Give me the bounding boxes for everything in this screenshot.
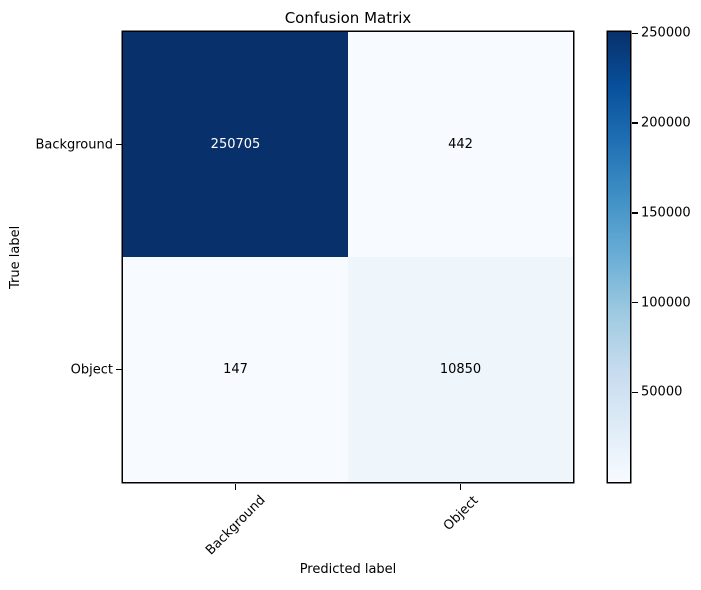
colorbar-tick	[631, 32, 638, 35]
colorbar-tick-label: 150000	[641, 205, 691, 221]
colorbar-tick-label: 50000	[641, 384, 683, 400]
colorbar-tick	[631, 301, 638, 304]
colorbar	[608, 32, 630, 482]
heatmap-cell: 442	[348, 32, 573, 257]
cell-value-label: 250705	[210, 137, 261, 152]
heatmap-axes: 250705 442 147 10850	[123, 32, 573, 482]
colorbar-tick-label: 200000	[641, 115, 691, 131]
cell-value-label: 147	[223, 362, 248, 377]
y-tick-label: Background	[35, 137, 113, 152]
y-axis-label: True label	[8, 225, 23, 289]
colorbar-tick-label: 100000	[641, 295, 691, 311]
colorbar-tick	[631, 212, 638, 214]
x-tick-label: Background	[202, 493, 269, 559]
y-tick	[115, 368, 122, 371]
chart-title: Confusion Matrix	[284, 9, 412, 27]
colorbar-tick-label: 250000	[641, 25, 691, 41]
y-tick-label: Object	[70, 362, 113, 377]
heatmap-cell: 10850	[348, 257, 573, 482]
cell-value-label: 442	[448, 137, 473, 152]
x-tick-label: Object	[440, 492, 481, 534]
x-tick	[234, 483, 237, 490]
colorbar-tick	[631, 391, 638, 394]
heatmap-cell: 147	[123, 257, 348, 482]
x-tick	[459, 483, 462, 490]
y-tick	[115, 143, 122, 146]
cell-value-label: 10850	[439, 362, 482, 377]
colorbar-tick	[631, 122, 638, 124]
heatmap-cell: 250705	[123, 32, 348, 257]
x-axis-label: Predicted label	[299, 562, 397, 577]
